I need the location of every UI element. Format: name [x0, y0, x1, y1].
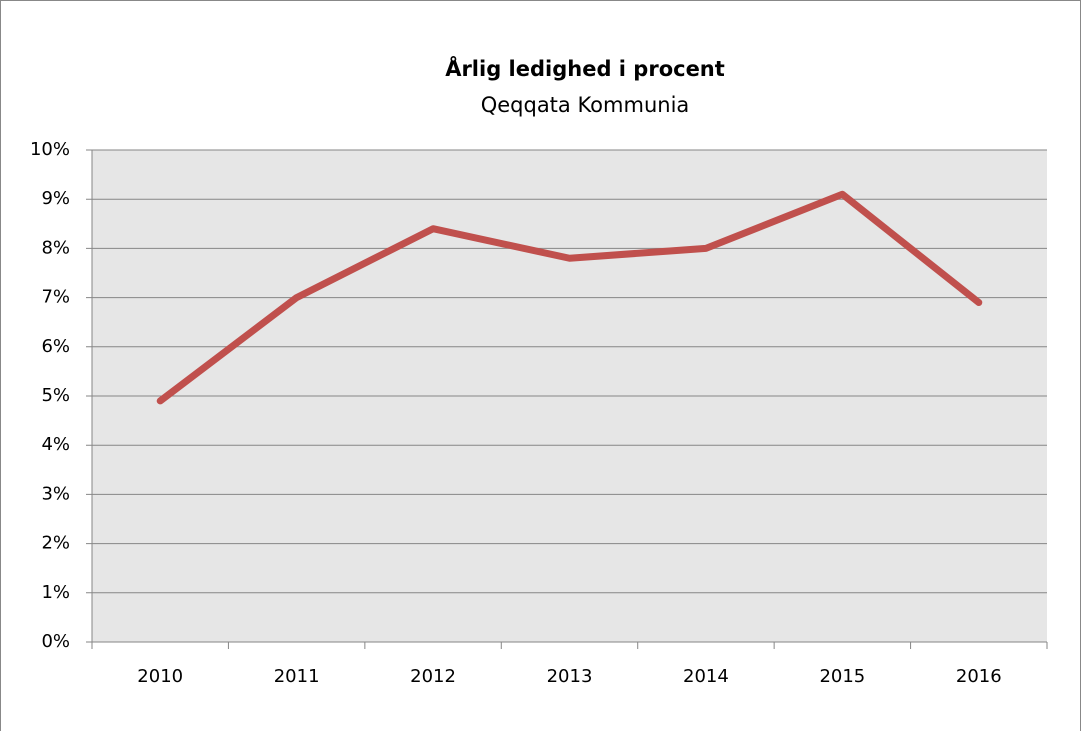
- y-tick-label: 5%: [41, 385, 70, 406]
- y-tick-label: 6%: [41, 336, 70, 357]
- y-tick-label: 2%: [41, 533, 70, 554]
- y-tick-label: 0%: [41, 631, 70, 652]
- y-tick-label: 8%: [41, 237, 70, 258]
- y-tick-label: 1%: [41, 582, 70, 603]
- y-tick-label: 3%: [41, 483, 70, 504]
- data-line: [156, 190, 983, 405]
- x-tick-label: 2014: [683, 666, 729, 687]
- x-tick-label: 2016: [956, 666, 1002, 687]
- y-tick-label: 7%: [41, 287, 70, 308]
- x-tick-label: 2010: [137, 666, 183, 687]
- chart-title: Årlig ledighed i procent: [445, 56, 725, 81]
- chart-subtitle: Qeqqata Kommunia: [481, 93, 690, 117]
- y-tick-label: 10%: [30, 139, 70, 160]
- y-tick-label: 9%: [41, 188, 70, 209]
- x-tick-label: 2015: [819, 666, 865, 687]
- x-tick-label: 2012: [410, 666, 456, 687]
- x-tick-label: 2013: [547, 666, 593, 687]
- x-tick-label: 2011: [274, 666, 320, 687]
- y-tick-label: 4%: [41, 434, 70, 455]
